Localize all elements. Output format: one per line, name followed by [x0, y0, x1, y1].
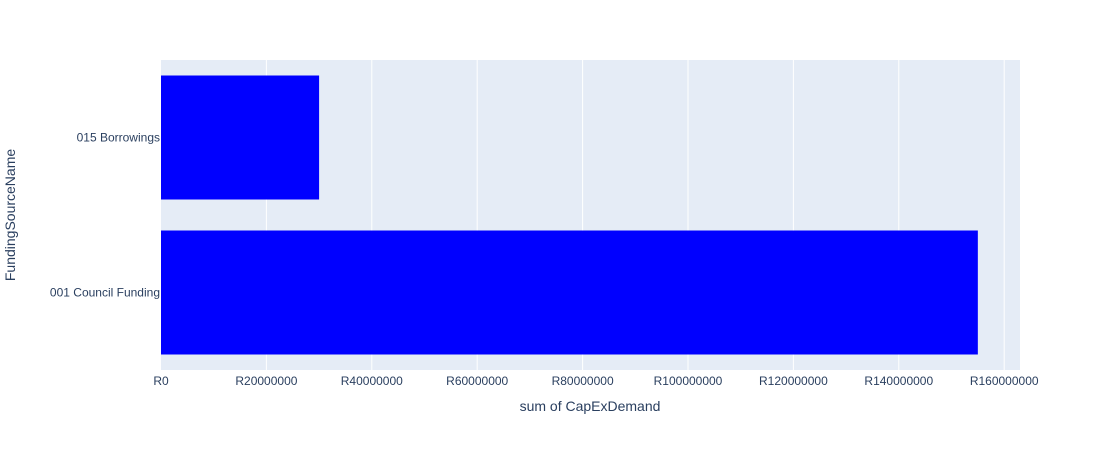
x-tick-label: R120000000 [759, 374, 828, 388]
x-tick-label: R160000000 [970, 374, 1039, 388]
x-tick-label: R40000000 [341, 374, 403, 388]
x-tick-label: R0 [153, 374, 169, 388]
y-tick-label: 015 Borrowings [77, 131, 160, 145]
bar[interactable] [161, 75, 320, 200]
x-tick-labels: R0 R20000000 R40000000 R60000000 R80000000 R1… [153, 374, 1039, 388]
bars [161, 75, 978, 355]
x-tick-label: R100000000 [654, 374, 723, 388]
y-tick-label: 001 Council Funding [50, 286, 160, 300]
x-tick-label: R60000000 [446, 374, 508, 388]
y-tick-labels: 001 Council Funding 015 Borrowings [50, 131, 160, 300]
x-tick-label: R20000000 [235, 374, 297, 388]
y-axis-title: FundingSourceName [2, 149, 18, 282]
x-tick-label: R140000000 [864, 374, 933, 388]
bar[interactable] [161, 230, 978, 355]
x-axis-title: sum of CapExDemand [520, 398, 661, 414]
x-tick-label: R80000000 [552, 374, 614, 388]
